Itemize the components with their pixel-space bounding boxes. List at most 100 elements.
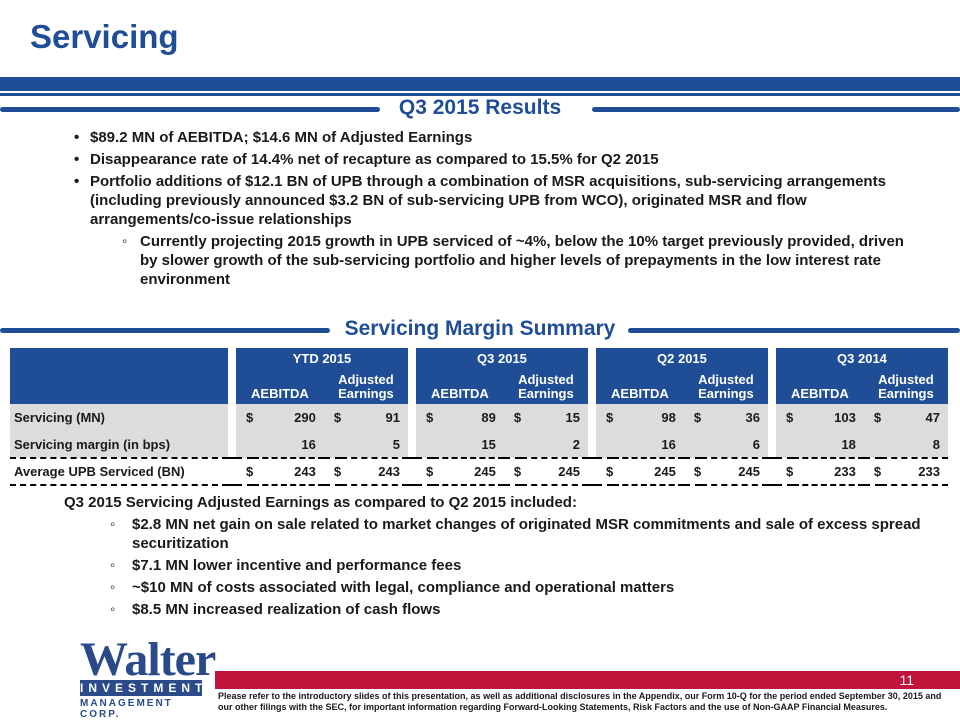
logo-band: INVESTMENT <box>80 680 208 696</box>
company-logo: Walter INVESTMENT MANAGEMENT CORP. <box>80 636 216 720</box>
currency-symbol: $ <box>503 404 522 431</box>
footer-disclaimer: Please refer to the introductory slides … <box>218 691 942 712</box>
table-cell-value: 233 <box>881 457 948 486</box>
page-title: Servicing <box>30 18 179 55</box>
title-divider-thin <box>0 93 960 96</box>
currency-symbol: $ <box>775 404 794 431</box>
currency-symbol: $ <box>863 457 882 486</box>
row-label: Servicing margin (in bps) <box>10 431 228 458</box>
title-divider-bar <box>0 77 960 91</box>
col-adjusted-line1: Adjusted <box>878 372 934 387</box>
page-number: 11 <box>899 672 914 688</box>
col-aebitda-header: AEBITDA <box>415 368 504 404</box>
logo-word: Walter <box>80 633 216 686</box>
results-section-header: Q3 2015 Results <box>0 96 960 122</box>
currency-symbol: $ <box>683 404 702 431</box>
notes-item: ~$10 MN of costs associated with legal, … <box>110 578 930 597</box>
table-cell-value: 16 <box>253 431 324 458</box>
results-heading: Q3 2015 Results <box>398 96 562 119</box>
notes-item: $2.8 MN net gain on sale related to mark… <box>110 515 930 553</box>
results-sub-bullet: Currently projecting 2015 growth in UPB … <box>72 232 922 289</box>
table-cell-value: 91 <box>341 404 408 431</box>
currency-symbol <box>863 431 882 458</box>
currency-symbol <box>775 431 794 458</box>
col-adjusted-line1: Adjusted <box>518 372 574 387</box>
servicing-margin-table: YTD 2015 Q3 2015 Q2 2015 Q3 2014 AEBITDA… <box>10 348 948 486</box>
table-cell-value: 8 <box>881 431 948 458</box>
table-row: Servicing (MN) $290 $91 $89 $15 $98 $36 $103 $47 <box>10 404 948 431</box>
col-adjusted-line2: Earnings <box>878 386 934 401</box>
results-header-line-left <box>0 107 380 112</box>
col-adjusted-line1: Adjusted <box>338 372 394 387</box>
table-cell-value: 15 <box>433 431 504 458</box>
col-adjusted-line2: Earnings <box>518 386 574 401</box>
col-adjusted-earnings-header: Adjusted Earnings <box>683 368 768 404</box>
col-aebitda-header: AEBITDA <box>775 368 864 404</box>
currency-symbol: $ <box>415 457 434 486</box>
footer-red-bar <box>215 671 960 689</box>
table-corner <box>10 348 228 404</box>
table-cell-value: 89 <box>433 404 504 431</box>
col-adjusted-line1: Adjusted <box>698 372 754 387</box>
row-label: Average UPB Serviced (BN) <box>10 457 228 486</box>
currency-symbol <box>683 431 702 458</box>
margin-header-line-right <box>628 328 960 333</box>
period-header: Q3 2014 <box>775 348 948 368</box>
table-cell-value: 47 <box>881 404 948 431</box>
col-adjusted-line2: Earnings <box>698 386 754 401</box>
currency-symbol: $ <box>236 404 254 431</box>
table-cell-value: 36 <box>701 404 768 431</box>
col-adjusted-earnings-header: Adjusted Earnings <box>863 368 948 404</box>
col-adjusted-earnings-header: Adjusted Earnings <box>503 368 588 404</box>
table-cell-value: 98 <box>613 404 684 431</box>
currency-symbol: $ <box>863 404 882 431</box>
table-cell-value: 290 <box>253 404 324 431</box>
logo-corp: MANAGEMENT CORP. <box>80 698 173 720</box>
period-header: YTD 2015 <box>236 348 408 368</box>
notes-item: $7.1 MN lower incentive and performance … <box>110 556 930 575</box>
results-bullet: $89.2 MN of AEBITDA; $14.6 MN of Adjuste… <box>72 128 922 147</box>
table-cell-value: 6 <box>701 431 768 458</box>
table-cell-value: 18 <box>793 431 864 458</box>
currency-symbol <box>503 431 522 458</box>
row-label: Servicing (MN) <box>10 404 228 431</box>
col-adjusted-line2: Earnings <box>338 386 394 401</box>
currency-symbol: $ <box>415 404 434 431</box>
table-cell-value: 245 <box>433 457 504 486</box>
table-cell-value: 15 <box>521 404 588 431</box>
table-cell-value: 2 <box>521 431 588 458</box>
currency-symbol <box>323 431 342 458</box>
table-cell-value: 245 <box>701 457 768 486</box>
currency-symbol <box>236 431 254 458</box>
table-cell-value: 243 <box>341 457 408 486</box>
currency-symbol: $ <box>683 457 702 486</box>
notes-item: $8.5 MN increased realization of cash fl… <box>110 600 930 619</box>
currency-symbol: $ <box>236 457 254 486</box>
currency-symbol: $ <box>595 457 614 486</box>
margin-heading: Servicing Margin Summary <box>344 317 616 340</box>
results-bullet: Portfolio additions of $12.1 BN of UPB t… <box>72 172 922 229</box>
currency-symbol <box>415 431 434 458</box>
table-row: Average UPB Serviced (BN) $243 $243 $245 $24… <box>10 457 948 486</box>
margin-section-header: Servicing Margin Summary <box>0 317 960 343</box>
results-header-line-right <box>592 107 960 112</box>
currency-symbol: $ <box>323 457 342 486</box>
period-header: Q3 2015 <box>415 348 588 368</box>
table-cell-value: 16 <box>613 431 684 458</box>
col-aebitda-header: AEBITDA <box>595 368 684 404</box>
table-cell-value: 5 <box>341 431 408 458</box>
currency-symbol: $ <box>503 457 522 486</box>
table-cell-value: 245 <box>521 457 588 486</box>
notes-list: $2.8 MN net gain on sale related to mark… <box>110 515 930 622</box>
results-bullet: Disappearance rate of 14.4% net of recap… <box>72 150 922 169</box>
currency-symbol: $ <box>323 404 342 431</box>
col-aebitda-header: AEBITDA <box>236 368 324 404</box>
table-cell-value: 243 <box>253 457 324 486</box>
col-adjusted-earnings-header: Adjusted Earnings <box>323 368 408 404</box>
margin-header-line-left <box>0 328 330 333</box>
table-row: Servicing margin (in bps) 16 5 15 2 16 6 18 8 <box>10 431 948 458</box>
results-list: $89.2 MN of AEBITDA; $14.6 MN of Adjuste… <box>72 128 922 292</box>
notes-heading: Q3 2015 Servicing Adjusted Earnings as c… <box>64 494 577 511</box>
table-cell-value: 233 <box>793 457 864 486</box>
currency-symbol: $ <box>595 404 614 431</box>
